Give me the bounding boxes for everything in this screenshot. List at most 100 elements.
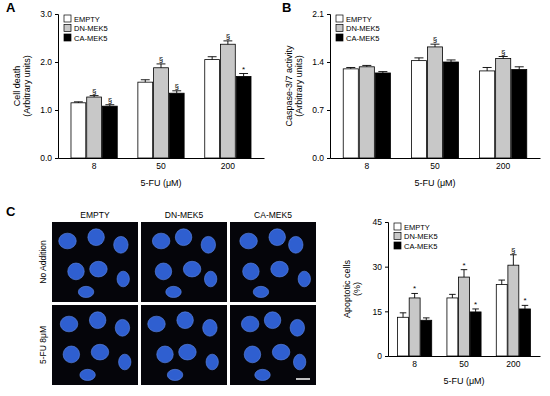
error-bar — [141, 80, 150, 82]
error-cap — [423, 317, 430, 318]
y-tick-label: 3.0 — [40, 9, 52, 19]
legend-label: CA-MEK5 — [346, 34, 379, 43]
legend-swatch — [394, 242, 401, 249]
legend-entry: EMPTY — [336, 15, 372, 24]
y-tick: 2.1 — [312, 9, 330, 19]
chart: **§**01530458502005-FU (μM)Apoptotic cel… — [342, 217, 541, 386]
micrographs: EMPTYDN-MEK5CA-MEK5No Addition5-FU 8μM — [38, 210, 316, 385]
bar — [71, 103, 86, 158]
bar — [480, 71, 495, 158]
error-cap — [447, 59, 456, 60]
error-cap — [346, 67, 355, 68]
y-tick-mark — [327, 110, 330, 111]
error-bar — [423, 318, 430, 320]
error-bar — [400, 313, 407, 317]
legend-label: EMPTY — [74, 15, 100, 24]
nucleus — [80, 369, 95, 380]
y-axis-title-line: Caspase-3/7 activity — [284, 45, 294, 127]
panel-label: A — [6, 0, 16, 15]
bar — [496, 59, 511, 158]
bar — [87, 97, 102, 158]
significance-marker: § — [92, 87, 96, 96]
significance-marker: § — [108, 96, 112, 105]
y-tick: 30 — [373, 262, 388, 272]
error-cap — [378, 71, 387, 72]
legend-swatch — [336, 34, 343, 41]
significance-marker: * — [242, 65, 245, 74]
bar — [205, 60, 220, 158]
legend-entry: CA-MEK5 — [394, 242, 437, 251]
error-bar — [461, 270, 468, 277]
bar — [444, 62, 459, 158]
x-tick: 200 — [496, 158, 510, 171]
x-tick-label: 50 — [430, 161, 440, 171]
x-tick: 8 — [364, 158, 369, 171]
error-cap — [498, 280, 505, 281]
error-bar — [414, 58, 423, 61]
y-axis: 0.01.02.03.0 — [40, 9, 58, 163]
y-tick-mark — [327, 158, 330, 159]
chart: §§§§§*0.01.02.03.08502005-FU (μM)Cell de… — [12, 9, 265, 188]
x-axis-title: 5-FU (μM) — [414, 178, 455, 188]
error-cap — [483, 67, 492, 68]
nucleus — [289, 236, 303, 253]
x-tick: 8 — [92, 158, 97, 171]
legend-entry: EMPTY — [394, 223, 430, 232]
y-tick: 45 — [373, 217, 388, 227]
nucleus — [166, 286, 181, 297]
error-bar — [499, 57, 508, 59]
error-bar — [483, 67, 492, 70]
x-tick: 200 — [221, 158, 235, 171]
y-tick-label: 45 — [373, 217, 383, 227]
y-tick-label: 30 — [373, 262, 383, 272]
legend-label: DN-MEK5 — [74, 24, 108, 33]
bar — [459, 277, 470, 356]
y-tick-mark — [55, 62, 58, 63]
error-bar — [223, 41, 232, 44]
legend-label: DN-MEK5 — [346, 24, 380, 33]
error-bar — [522, 305, 529, 309]
error-cap — [141, 79, 150, 80]
nucleus — [255, 369, 270, 380]
nucleus — [298, 271, 310, 287]
micrograph — [230, 222, 316, 302]
legend-label: EMPTY — [346, 15, 372, 24]
bar — [398, 317, 409, 356]
x-tick: 8 — [412, 356, 417, 369]
error-cap — [74, 101, 83, 102]
nucleus — [204, 271, 216, 287]
bar — [409, 298, 420, 356]
y-tick-mark — [55, 14, 58, 15]
micrograph-background — [230, 222, 316, 302]
legend-entry: CA-MEK5 — [336, 34, 379, 43]
error-bar — [378, 72, 387, 73]
nucleus — [253, 286, 268, 297]
significance-marker: * — [462, 261, 465, 270]
x-tick-label: 200 — [221, 161, 235, 171]
x-tick-label: 200 — [506, 359, 520, 369]
error-stem — [161, 64, 162, 68]
nucleus — [243, 263, 260, 280]
significance-marker: * — [523, 296, 526, 305]
y-tick: 15 — [373, 307, 388, 317]
nucleus — [179, 344, 197, 360]
nucleus — [264, 312, 281, 329]
legend-swatch — [394, 233, 401, 240]
y-tick-label: 0.0 — [312, 153, 324, 163]
legend-entry: DN-MEK5 — [394, 232, 438, 241]
nucleus — [293, 354, 305, 370]
bar — [520, 309, 531, 356]
panel-label: B — [282, 0, 291, 15]
significance-marker: § — [159, 55, 163, 64]
y-axis-title-line: (Arbitrary units) — [22, 55, 32, 117]
bar — [236, 76, 251, 158]
y-axis-title-line: Cell death — [12, 66, 22, 107]
bar — [359, 67, 374, 158]
significance-marker: * — [413, 284, 416, 293]
bar — [220, 44, 235, 158]
x-axis: 850200 — [59, 158, 265, 171]
bars — [398, 255, 531, 356]
legend-entry: EMPTY — [64, 15, 100, 24]
y-tick-mark — [55, 110, 58, 111]
nucleus — [241, 316, 259, 332]
